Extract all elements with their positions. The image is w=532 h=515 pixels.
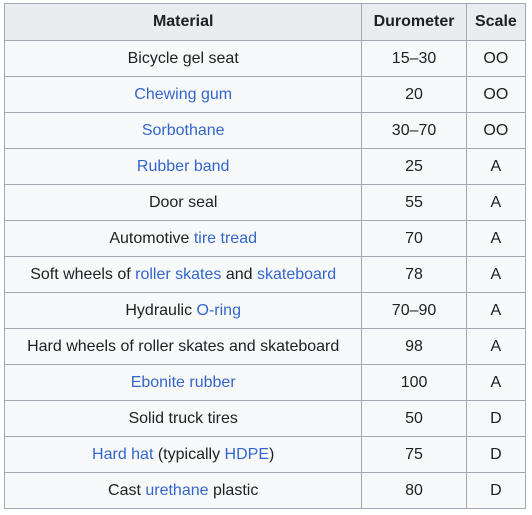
material-cell: Sorbothane (3, 112, 363, 149)
durometer-cell: 30–70 (361, 112, 467, 149)
table-row: Cast urethane plastic 80 D (3, 472, 527, 509)
material-link[interactable]: Chewing gum (134, 85, 233, 103)
material-text: Cast (108, 481, 146, 499)
material-cell: Chewing gum (3, 76, 363, 113)
table-row: Solid truck tires 50 D (3, 400, 527, 437)
material-link[interactable]: O-ring (196, 301, 241, 319)
material-cell: Hard wheels of roller skates and skatebo… (3, 328, 363, 365)
durometer-cell: 70 (361, 220, 467, 257)
table-row: Hard hat (typically HDPE) 75 D (3, 436, 527, 473)
material-cell: Automotive tire tread (3, 220, 363, 257)
material-text: Bicycle gel seat (127, 49, 239, 67)
material-text: and (221, 265, 257, 283)
material-link[interactable]: roller skates (135, 265, 222, 283)
durometer-table: Material Durometer Scale Bicycle gel sea… (3, 3, 527, 509)
durometer-cell: 100 (361, 364, 467, 401)
table-row: Chewing gum 20 OO (3, 76, 527, 113)
scale-cell: D (465, 436, 527, 473)
material-text: Hydraulic (125, 301, 197, 319)
table-row: Sorbothane 30–70 OO (3, 112, 527, 149)
table-row: Automotive tire tread 70 A (3, 220, 527, 257)
durometer-cell: 75 (361, 436, 467, 473)
durometer-cell: 55 (361, 184, 467, 221)
scale-cell: A (465, 256, 527, 293)
material-link[interactable]: tire tread (193, 229, 257, 247)
material-text: Door seal (148, 193, 218, 211)
scale-cell: A (465, 328, 527, 365)
durometer-cell: 15–30 (361, 40, 467, 77)
material-link[interactable]: skateboard (256, 265, 337, 283)
material-link[interactable]: Hard hat (92, 445, 154, 463)
material-cell: Soft wheels of roller skates and skatebo… (3, 256, 363, 293)
material-link[interactable]: Rubber band (136, 157, 230, 175)
table-row: Ebonite rubber 100 A (3, 364, 527, 401)
scale-cell: A (465, 184, 527, 221)
material-text: plastic (208, 481, 259, 499)
durometer-cell: 25 (361, 148, 467, 185)
scale-cell: OO (465, 40, 527, 77)
scale-cell: OO (465, 112, 527, 149)
header-durometer[interactable]: Durometer (361, 3, 467, 41)
scale-cell: A (465, 148, 527, 185)
material-cell: Door seal (3, 184, 363, 221)
scale-cell: A (465, 364, 527, 401)
material-text: Soft wheels of (30, 265, 136, 283)
header-scale[interactable]: Scale (465, 3, 527, 41)
table-row: Hard wheels of roller skates and skatebo… (3, 328, 527, 365)
material-text: ) (268, 445, 275, 463)
scale-cell: OO (465, 76, 527, 113)
material-cell: Rubber band (3, 148, 363, 185)
scale-cell: A (465, 292, 527, 329)
table-row: Rubber band 25 A (3, 148, 527, 185)
scale-cell: D (465, 472, 527, 509)
material-text: Automotive (109, 229, 194, 247)
material-cell: Hard hat (typically HDPE) (3, 436, 363, 473)
durometer-cell: 70–90 (361, 292, 467, 329)
durometer-cell: 80 (361, 472, 467, 509)
material-cell: Solid truck tires (3, 400, 363, 437)
header-row: Material Durometer Scale (3, 3, 527, 41)
scale-cell: D (465, 400, 527, 437)
durometer-cell: 78 (361, 256, 467, 293)
table-row: Door seal 55 A (3, 184, 527, 221)
material-link[interactable]: urethane (145, 481, 209, 499)
material-link[interactable]: HDPE (224, 445, 269, 463)
material-text: Hard wheels of roller skates and skatebo… (27, 337, 340, 355)
material-text: (typically (153, 445, 225, 463)
material-cell: Hydraulic O-ring (3, 292, 363, 329)
material-cell: Bicycle gel seat (3, 40, 363, 77)
material-link[interactable]: Sorbothane (141, 121, 225, 139)
material-cell: Ebonite rubber (3, 364, 363, 401)
material-text: Solid truck tires (128, 409, 238, 427)
table-row: Hydraulic O-ring 70–90 A (3, 292, 527, 329)
header-material[interactable]: Material (3, 3, 363, 41)
material-link[interactable]: Ebonite rubber (130, 373, 236, 391)
table-row: Bicycle gel seat 15–30 OO (3, 40, 527, 77)
table-row: Soft wheels of roller skates and skatebo… (3, 256, 527, 293)
scale-cell: A (465, 220, 527, 257)
durometer-cell: 98 (361, 328, 467, 365)
durometer-cell: 50 (361, 400, 467, 437)
durometer-cell: 20 (361, 76, 467, 113)
table-body: Bicycle gel seat 15–30 OO Chewing gum 20 OO So… (3, 40, 527, 509)
material-cell: Cast urethane plastic (3, 472, 363, 509)
